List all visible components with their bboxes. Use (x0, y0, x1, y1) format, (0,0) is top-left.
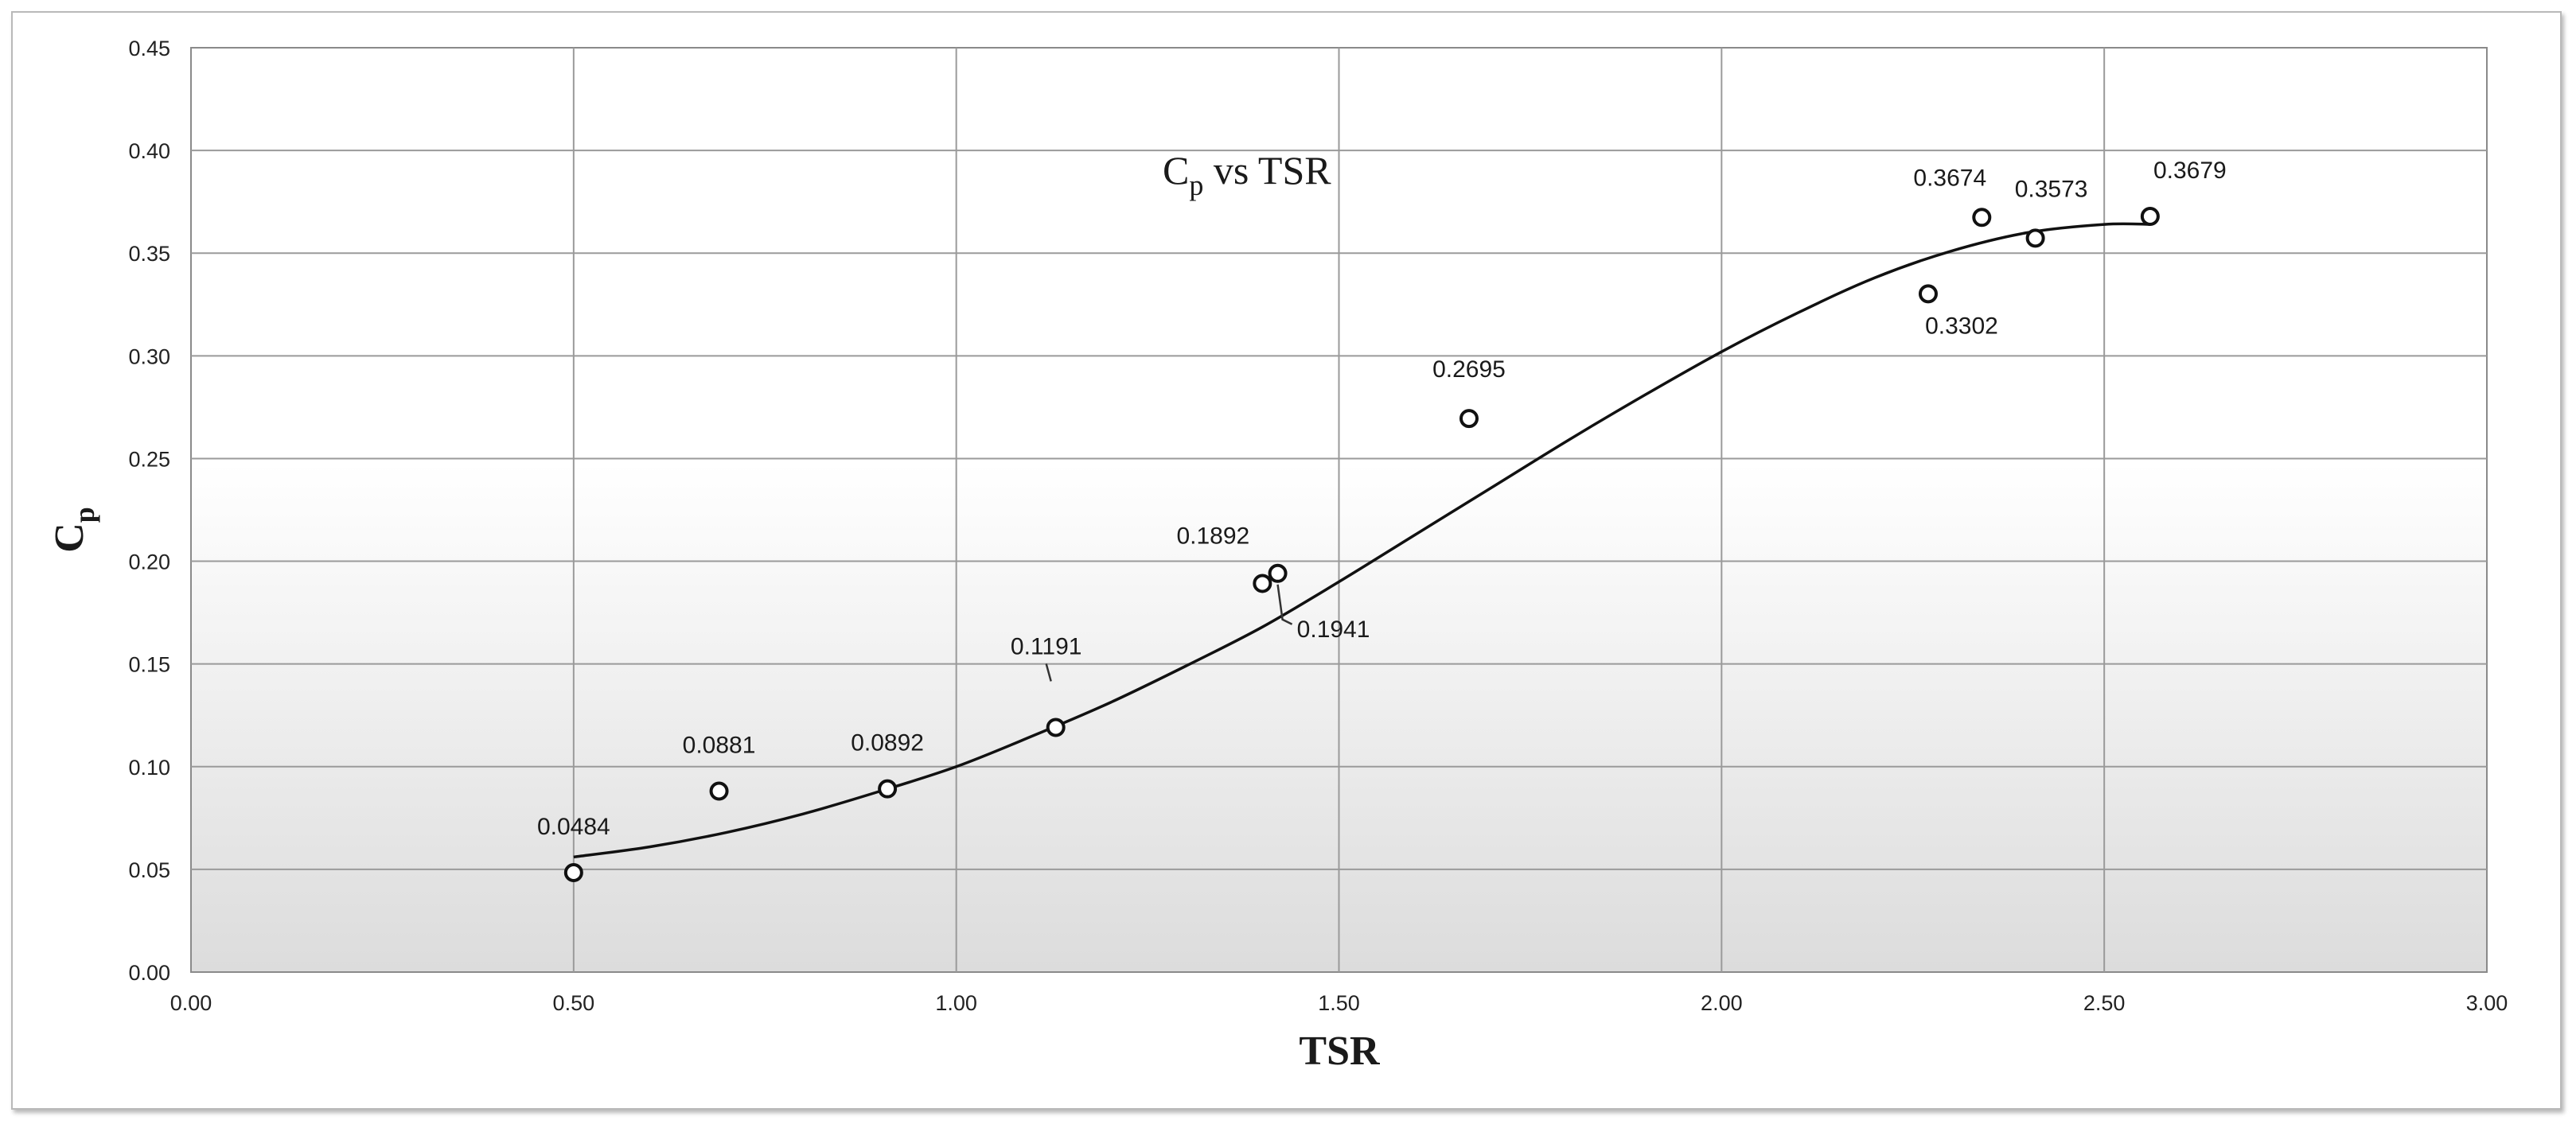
y-tick-label: 0.15 (128, 653, 170, 677)
data-label: 0.1191 (1011, 633, 1082, 659)
leader-line (1045, 663, 1052, 682)
y-axis-title: Cp (47, 507, 100, 553)
x-tick-label: 1.50 (1318, 991, 1360, 1015)
y-tick-label: 0.25 (128, 447, 170, 471)
x-tick-label: 3.00 (2466, 991, 2508, 1015)
data-label: 0.3674 (1913, 165, 1986, 191)
x-tick-label: 2.50 (2083, 991, 2126, 1015)
gridlines (191, 48, 2487, 972)
x-tick-label: 2.00 (1701, 991, 1743, 1015)
data-point (1459, 409, 1479, 429)
y-tick-label: 0.40 (128, 139, 170, 163)
x-tick-label: 1.00 (935, 991, 977, 1015)
data-label: 0.0892 (851, 730, 924, 756)
data-point (2025, 228, 2045, 248)
data-label: 0.3573 (2015, 176, 2088, 202)
y-tick-label: 0.45 (128, 37, 170, 60)
chart-title: Cp vs TSR (1163, 148, 1331, 201)
x-axis-title: TSR (1299, 1029, 1381, 1074)
y-tick-label: 0.00 (128, 961, 170, 985)
data-point (2140, 207, 2160, 227)
data-label: 0.1941 (1297, 616, 1370, 643)
y-tick-label: 0.05 (128, 858, 170, 882)
trendline (573, 222, 2150, 859)
data-point (1253, 574, 1272, 593)
y-tick-label: 0.10 (128, 756, 170, 780)
data-label: 0.0484 (537, 814, 610, 840)
x-axis-tick-labels: 0.00 0.50 1.00 1.50 2.00 2.50 3.00 (170, 991, 2508, 1015)
chart-frame: 0.00 0.05 0.10 0.15 0.20 0.25 0.30 0.35 0.40 0.45… (11, 11, 2562, 1110)
leader-line (1276, 584, 1293, 625)
data-label: 0.3302 (1925, 313, 1998, 339)
data-point (1918, 284, 1938, 304)
y-tick-label: 0.35 (128, 242, 170, 266)
cp-vs-tsr-chart: 0.00 0.05 0.10 0.15 0.20 0.25 0.30 0.35 0.40 0.45… (47, 37, 2508, 1074)
data-points (563, 207, 2160, 883)
data-label: 0.3679 (2153, 158, 2227, 184)
data-label: 0.0881 (683, 733, 756, 759)
data-labels: 0.0484 0.0881 0.0892 0.1191 0.1892 0.1941 0.26… (537, 158, 2227, 840)
data-point (563, 863, 583, 883)
y-tick-label: 0.30 (128, 344, 170, 368)
label-leader-lines (1045, 584, 1293, 682)
x-tick-label: 0.00 (170, 991, 212, 1015)
data-point (878, 779, 898, 799)
data-point (1972, 208, 1992, 228)
data-label: 0.2695 (1432, 356, 1506, 383)
y-axis-tick-labels: 0.00 0.05 0.10 0.15 0.20 0.25 0.30 0.35 0.40 0.45 (128, 37, 170, 985)
data-label: 0.1892 (1176, 523, 1249, 549)
data-point (709, 781, 729, 801)
data-point (1268, 563, 1288, 583)
data-point (1046, 718, 1066, 737)
y-tick-label: 0.20 (128, 550, 170, 574)
x-tick-label: 0.50 (553, 991, 595, 1015)
